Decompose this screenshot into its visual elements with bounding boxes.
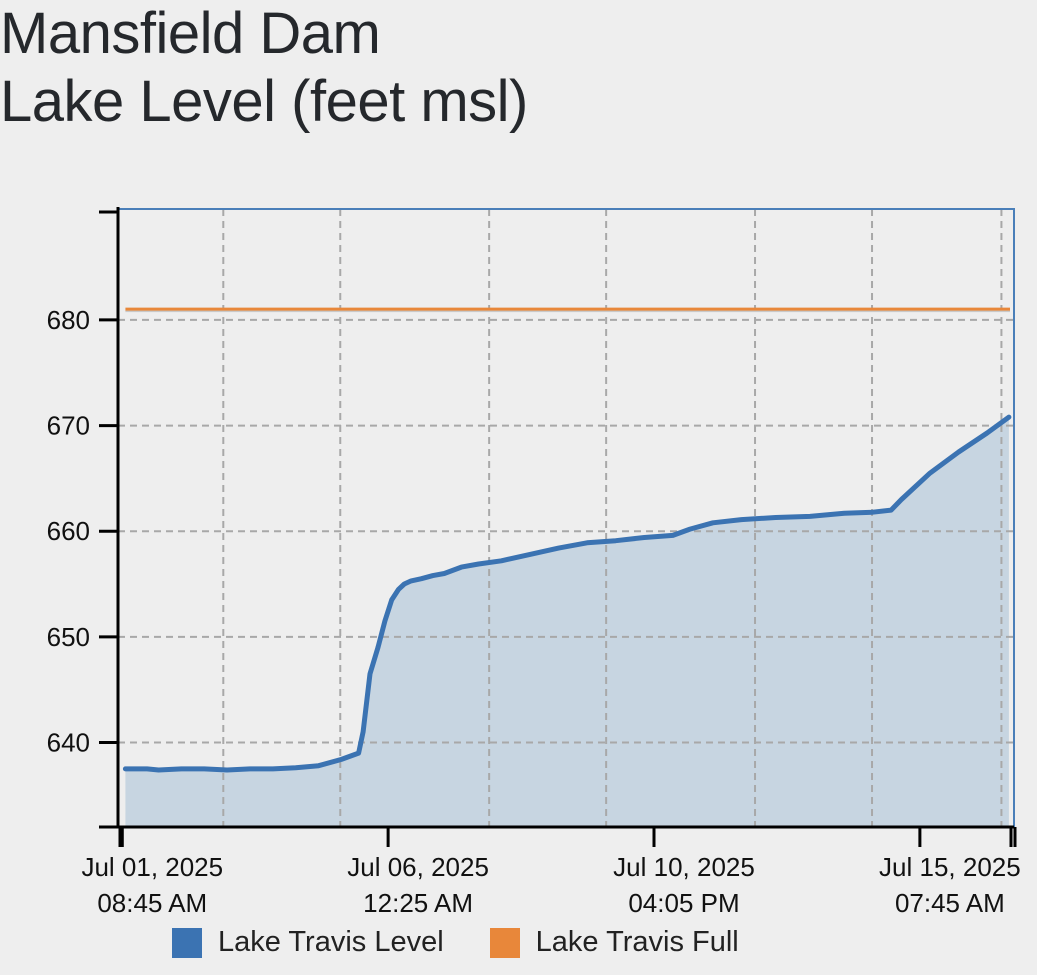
y-tick-label: 660	[47, 516, 90, 546]
level-line	[122, 414, 1012, 773]
title-line-2: Lake Level (feet msl)	[0, 69, 528, 134]
x-tick-label-date: Jul 10, 2025	[613, 852, 755, 882]
legend-item-full[interactable]: Lake Travis Full	[489, 926, 739, 959]
x-axis: Jul 01, 2025 08:45 AM Jul 06, 2025 12:25 AM…	[81, 825, 1021, 918]
x-tick-label-date: Jul 01, 2025	[81, 852, 223, 882]
legend-swatch-full	[489, 927, 520, 958]
x-tick-label-time: 04:05 PM	[628, 888, 739, 918]
x-tick-label-time: 12:25 AM	[363, 888, 473, 918]
x-tick-label-time: 08:45 AM	[97, 888, 207, 918]
legend-label-full: Lake Travis Full	[535, 926, 739, 958]
y-tick-label: 650	[47, 622, 90, 652]
y-tick-label: 680	[47, 305, 90, 335]
chart-legend: Lake Travis Level Lake Travis Full	[172, 926, 785, 959]
title-line-1: Mansfield Dam	[0, 1, 381, 66]
page-title: Mansfield Dam Lake Level (feet msl)	[0, 0, 528, 136]
x-tick-label-date: Jul 15, 2025	[879, 852, 1021, 882]
x-tick-label-date: Jul 06, 2025	[347, 852, 489, 882]
legend-item-level[interactable]: Lake Travis Level	[172, 926, 444, 959]
y-axis: 640 650 660 670 680	[47, 207, 120, 829]
y-tick-label: 640	[47, 727, 90, 757]
legend-swatch-level	[172, 927, 202, 958]
y-tick-label: 670	[47, 411, 90, 441]
legend-label-level: Lake Travis Level	[218, 926, 444, 958]
x-tick-label-time: 07:45 AM	[895, 888, 1005, 918]
